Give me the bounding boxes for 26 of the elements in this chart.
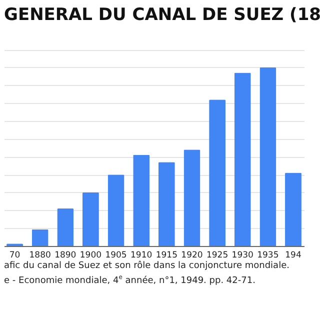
bar — [285, 172, 302, 246]
chart-title: GENERAL DU CANAL DE SUEZ (18 — [4, 5, 320, 25]
bar — [133, 154, 150, 246]
x-tick-label: 1880 — [29, 250, 51, 260]
text: e - Economie mondiale, 4$^{e}$ année, n°1, 1949. pp. 42-71. — [4, 273, 256, 287]
bar — [260, 67, 276, 246]
x-tick-label: 194 — [285, 250, 302, 260]
x-tick-label: 1890 — [54, 250, 76, 260]
x-tick-label: 1900 — [80, 250, 102, 260]
bar — [158, 162, 175, 246]
x-tick-label: 70 — [9, 250, 20, 260]
x-tick-label: 1935 — [257, 250, 279, 260]
bar — [82, 192, 99, 246]
x-tick-label: 1920 — [181, 250, 203, 260]
bar — [57, 208, 74, 246]
x-tick-label: 1930 — [232, 250, 254, 260]
x-tick-label: 1905 — [105, 250, 127, 260]
bar — [234, 72, 251, 246]
text: afic du canal de Suez et son rôle dans la conjoncture mondiale. — [4, 261, 290, 272]
x-tick-label: 1915 — [156, 250, 178, 260]
x-tick-label: 1910 — [130, 250, 152, 260]
bar — [209, 100, 226, 246]
bar — [32, 229, 48, 246]
x-tick-label: 1925 — [206, 250, 228, 260]
bar — [108, 174, 124, 246]
bar — [184, 150, 200, 246]
